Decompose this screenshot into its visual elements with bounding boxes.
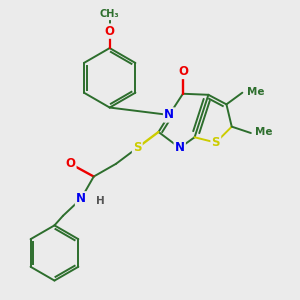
Text: O: O: [105, 25, 115, 38]
Text: N: N: [76, 192, 86, 205]
Text: N: N: [175, 141, 185, 154]
Text: H: H: [96, 196, 105, 206]
Text: Me: Me: [255, 127, 273, 137]
Text: O: O: [65, 157, 75, 170]
Text: O: O: [178, 65, 188, 78]
Text: Me: Me: [247, 87, 264, 97]
Text: S: S: [212, 136, 220, 149]
Text: N: N: [164, 109, 174, 122]
Text: CH₃: CH₃: [100, 9, 119, 19]
Text: S: S: [133, 141, 142, 154]
